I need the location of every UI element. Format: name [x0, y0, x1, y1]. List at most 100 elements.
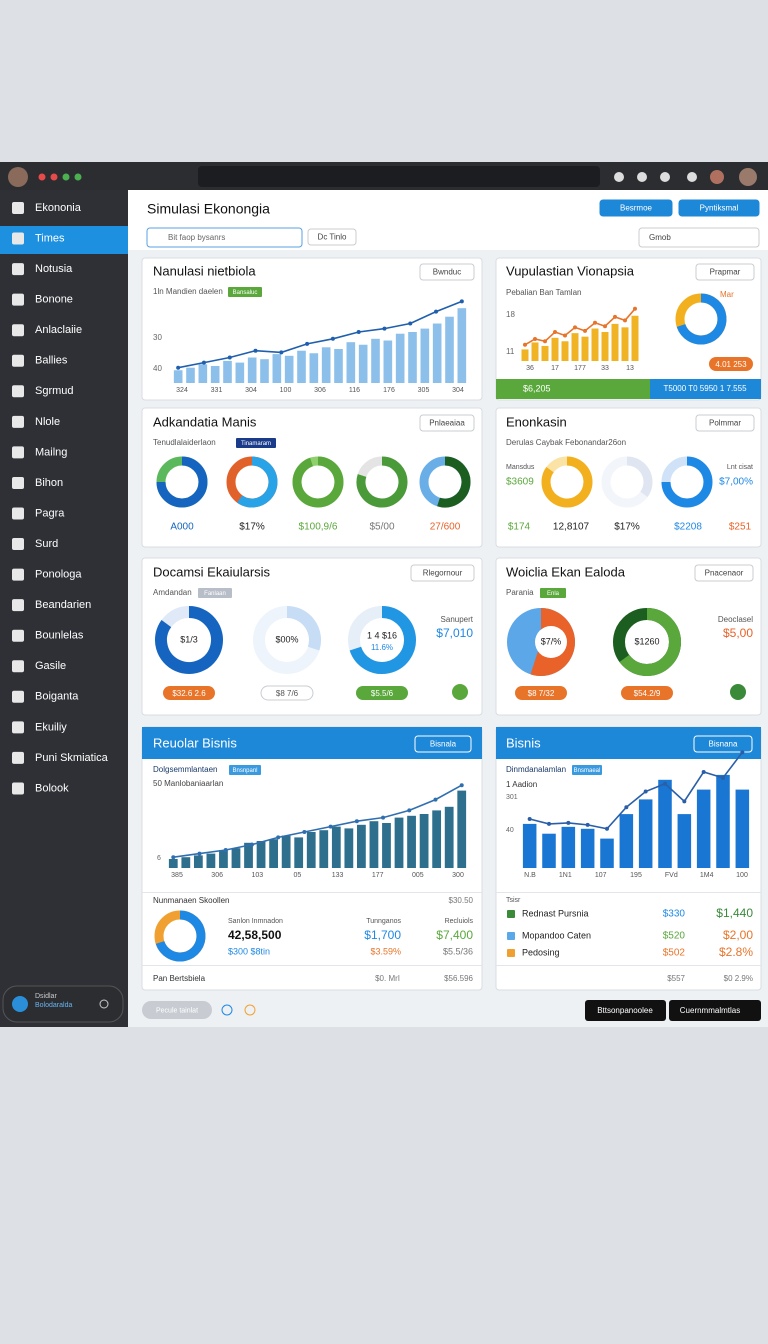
trend-line — [529, 751, 743, 830]
button-label: Dc Tinlo — [318, 233, 347, 242]
bar — [591, 328, 599, 361]
alert-icon[interactable] — [244, 1004, 256, 1016]
sidebar-icon — [12, 415, 24, 428]
pill-label: $5.5/6 — [371, 689, 394, 698]
panel-title: Vupulastian Vionapsia — [506, 263, 635, 278]
sidebar-icon — [12, 476, 24, 489]
button[interactable] — [419, 414, 475, 432]
label: Bit faop bysanrs — [168, 233, 225, 242]
line-dot — [613, 314, 617, 319]
bar — [631, 315, 639, 361]
bar — [294, 837, 304, 868]
bar — [445, 316, 454, 383]
line-dot — [547, 821, 551, 826]
bar — [223, 360, 232, 383]
label: 18 — [506, 310, 515, 319]
toggle[interactable] — [99, 999, 109, 1009]
address-bar[interactable] — [198, 166, 600, 187]
x-label: 100 — [280, 387, 292, 394]
label: Pedosing — [522, 947, 560, 957]
bar — [561, 341, 569, 361]
next-button[interactable] — [730, 684, 746, 700]
line-dot — [276, 835, 281, 840]
label: 11.6% — [371, 643, 393, 652]
page-title: Simulasi Ekonongia — [147, 201, 270, 217]
x-label: 36 — [526, 365, 534, 372]
label: Lnt cisat — [727, 464, 753, 471]
bar — [432, 810, 442, 868]
bar — [319, 830, 329, 868]
line-dot — [543, 339, 547, 344]
bar — [344, 828, 354, 868]
x-label: 005 — [412, 872, 424, 879]
icon[interactable] — [637, 172, 647, 182]
donut-arc — [292, 456, 344, 508]
bar — [551, 337, 559, 361]
icon[interactable] — [710, 170, 724, 184]
button[interactable] — [693, 735, 753, 753]
label: 50 Manlobaniaarlan — [153, 779, 223, 788]
donut-arc — [155, 910, 206, 962]
x-label: 107 — [595, 872, 607, 879]
button[interactable] — [307, 228, 357, 246]
panel-title: Adkandatia Manis — [153, 414, 257, 429]
sidebar-item: Bonone — [35, 294, 73, 306]
search[interactable] — [146, 227, 303, 248]
label: $0. MrI — [375, 974, 400, 983]
donut-arc — [155, 606, 223, 674]
action-button[interactable] — [669, 1000, 761, 1021]
button[interactable] — [694, 564, 754, 582]
icon[interactable] — [687, 172, 697, 182]
button-label: Bisnala — [430, 740, 457, 749]
button[interactable] — [678, 199, 760, 217]
label: $7,00% — [719, 477, 753, 488]
line-dot — [663, 781, 667, 786]
strip — [650, 379, 761, 399]
avatar[interactable] — [8, 167, 28, 187]
action-button[interactable] — [585, 1000, 666, 1021]
x-label: 116 — [349, 387, 360, 394]
status-pill — [142, 1001, 212, 1019]
label: Dsidlar — [35, 993, 57, 1000]
donut-arc — [156, 456, 208, 508]
add-button[interactable] — [452, 684, 468, 700]
sidebar-item: Ekononia — [35, 202, 82, 214]
label: T5000 T0 5950 1 7.555 — [663, 384, 747, 393]
bar — [419, 814, 429, 868]
pill — [621, 686, 673, 700]
label: 1ln Mandien daelen — [153, 287, 223, 296]
label: 1 Aadion — [506, 780, 537, 789]
info-icon[interactable] — [221, 1004, 233, 1016]
button[interactable] — [695, 263, 755, 281]
bar — [638, 799, 653, 868]
donut-arc — [437, 456, 471, 508]
bar — [407, 815, 416, 868]
bar — [541, 345, 549, 361]
button[interactable] — [410, 564, 475, 582]
icon[interactable] — [660, 172, 670, 182]
bar — [256, 841, 266, 868]
label: $2208 — [674, 522, 702, 533]
button[interactable] — [599, 199, 673, 217]
icon[interactable] — [614, 172, 624, 182]
label: Bolodaralda — [35, 1002, 72, 1009]
sidebar-icon — [12, 690, 24, 703]
button[interactable] — [414, 735, 472, 753]
avatar[interactable] — [739, 168, 757, 186]
label: Dinmdanalamlan — [506, 765, 566, 774]
bar — [181, 857, 191, 868]
line-dot — [330, 336, 335, 341]
label: $2.8% — [719, 945, 753, 959]
pill — [709, 357, 753, 371]
bar — [306, 832, 316, 868]
label: $520 — [663, 931, 686, 942]
row-icon — [507, 932, 515, 940]
button[interactable] — [419, 263, 475, 281]
button-label: Prapmar — [710, 268, 741, 277]
label: $502 — [663, 948, 686, 959]
bar — [369, 821, 379, 868]
button[interactable] — [695, 414, 755, 432]
panel-title: Docamsi Ekaiularsis — [153, 564, 271, 579]
label: Mar — [720, 290, 734, 299]
